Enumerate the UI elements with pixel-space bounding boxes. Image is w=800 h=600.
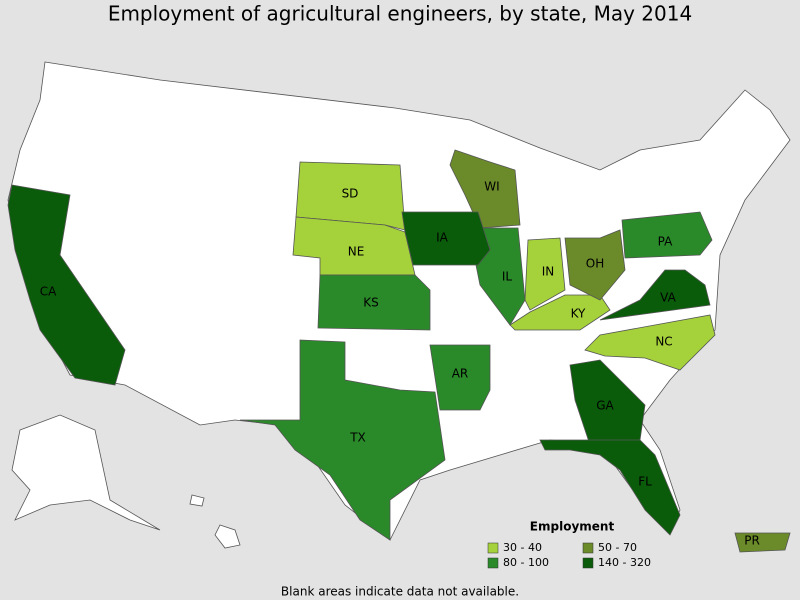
state [239, 339, 446, 541]
legend-swatch [487, 557, 499, 569]
footnote: Blank areas indicate data not available. [281, 585, 519, 599]
legend: 30 - 40 50 - 70 80 - 100 140 - 320 [487, 541, 651, 569]
map-title: Employment of agricultural engineers, by… [108, 2, 692, 26]
state [524, 237, 566, 311]
state [295, 161, 406, 231]
state [599, 269, 711, 321]
state [401, 211, 491, 266]
state-label: NE [348, 245, 365, 259]
state [539, 439, 681, 536]
legend-swatch [582, 557, 594, 569]
legend-label: 30 - 40 [503, 541, 542, 554]
state-label: PR [744, 534, 760, 548]
state-label: OH [586, 257, 604, 271]
hawaii [214, 524, 241, 549]
state [621, 211, 713, 259]
state-label: KY [571, 307, 586, 321]
state-label: NC [655, 335, 672, 349]
state-label: KS [363, 296, 379, 310]
state [429, 344, 491, 411]
hawaii [189, 494, 205, 507]
state-label: IN [542, 265, 555, 279]
state-label: AR [452, 367, 469, 381]
state [449, 149, 521, 229]
state-label: FL [638, 475, 652, 489]
state-label: SD [342, 187, 359, 201]
state-label: WI [484, 180, 499, 194]
legend-label: 50 - 70 [598, 541, 637, 554]
legend-title: Employment [530, 520, 615, 534]
state-label: IL [502, 270, 513, 284]
state-label: GA [596, 399, 614, 413]
legend-label: 80 - 100 [503, 556, 549, 569]
state [317, 274, 431, 331]
state [564, 229, 626, 301]
state [584, 314, 716, 371]
state-label: IA [436, 231, 449, 245]
legend-swatch [582, 542, 594, 554]
legend-swatch [487, 542, 499, 554]
state-label: VA [660, 291, 676, 305]
state-label: PA [658, 235, 673, 249]
legend-label: 140 - 320 [598, 556, 651, 569]
state [509, 294, 611, 331]
alaska [11, 414, 161, 531]
state-label: CA [40, 285, 57, 299]
state-label: TX [349, 431, 366, 445]
state [7, 184, 126, 386]
state [734, 532, 791, 553]
